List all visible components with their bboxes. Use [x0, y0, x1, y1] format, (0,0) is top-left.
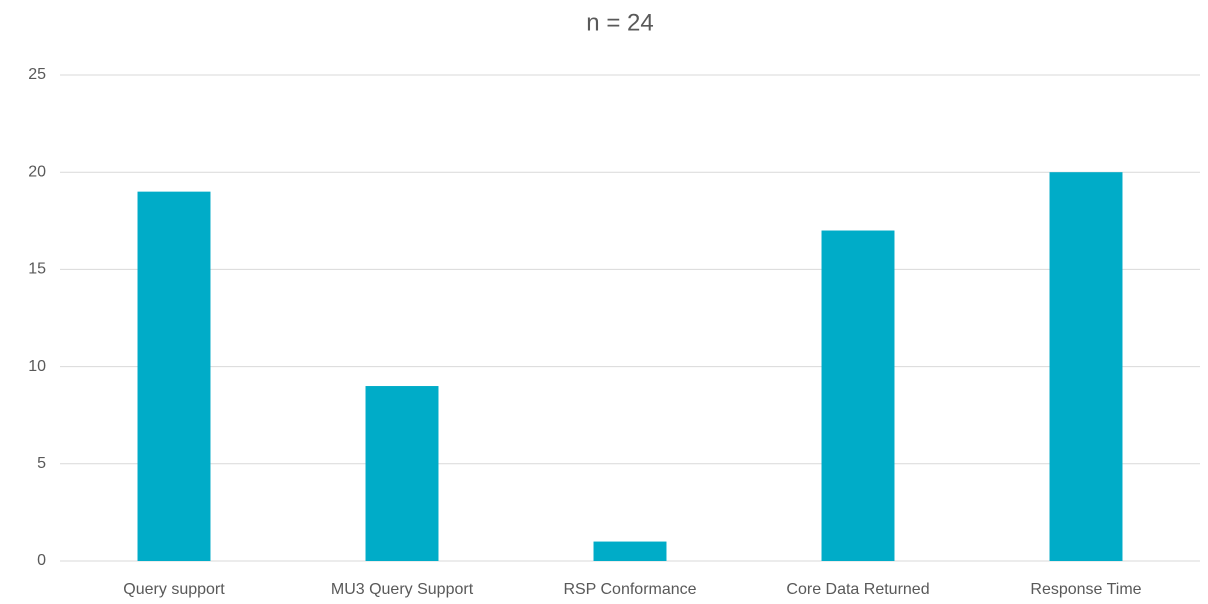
y-tick-label: 25: [28, 66, 46, 83]
bar: [1049, 172, 1123, 561]
y-tick-label: 20: [28, 163, 46, 180]
y-tick-label: 10: [28, 358, 46, 375]
y-tick-label: 0: [37, 552, 46, 569]
y-tick-label: 5: [37, 455, 46, 472]
x-tick-label: Query support: [123, 581, 225, 598]
bar: [593, 541, 667, 561]
bar: [365, 386, 439, 561]
x-tick-label: MU3 Query Support: [331, 581, 474, 598]
x-tick-label: Core Data Returned: [786, 581, 929, 598]
y-tick-label: 15: [28, 261, 46, 278]
chart-title: n = 24: [586, 9, 653, 36]
bar: [137, 191, 211, 561]
x-tick-label: Response Time: [1030, 581, 1141, 598]
x-tick-label: RSP Conformance: [563, 581, 696, 598]
bar: [821, 230, 895, 561]
